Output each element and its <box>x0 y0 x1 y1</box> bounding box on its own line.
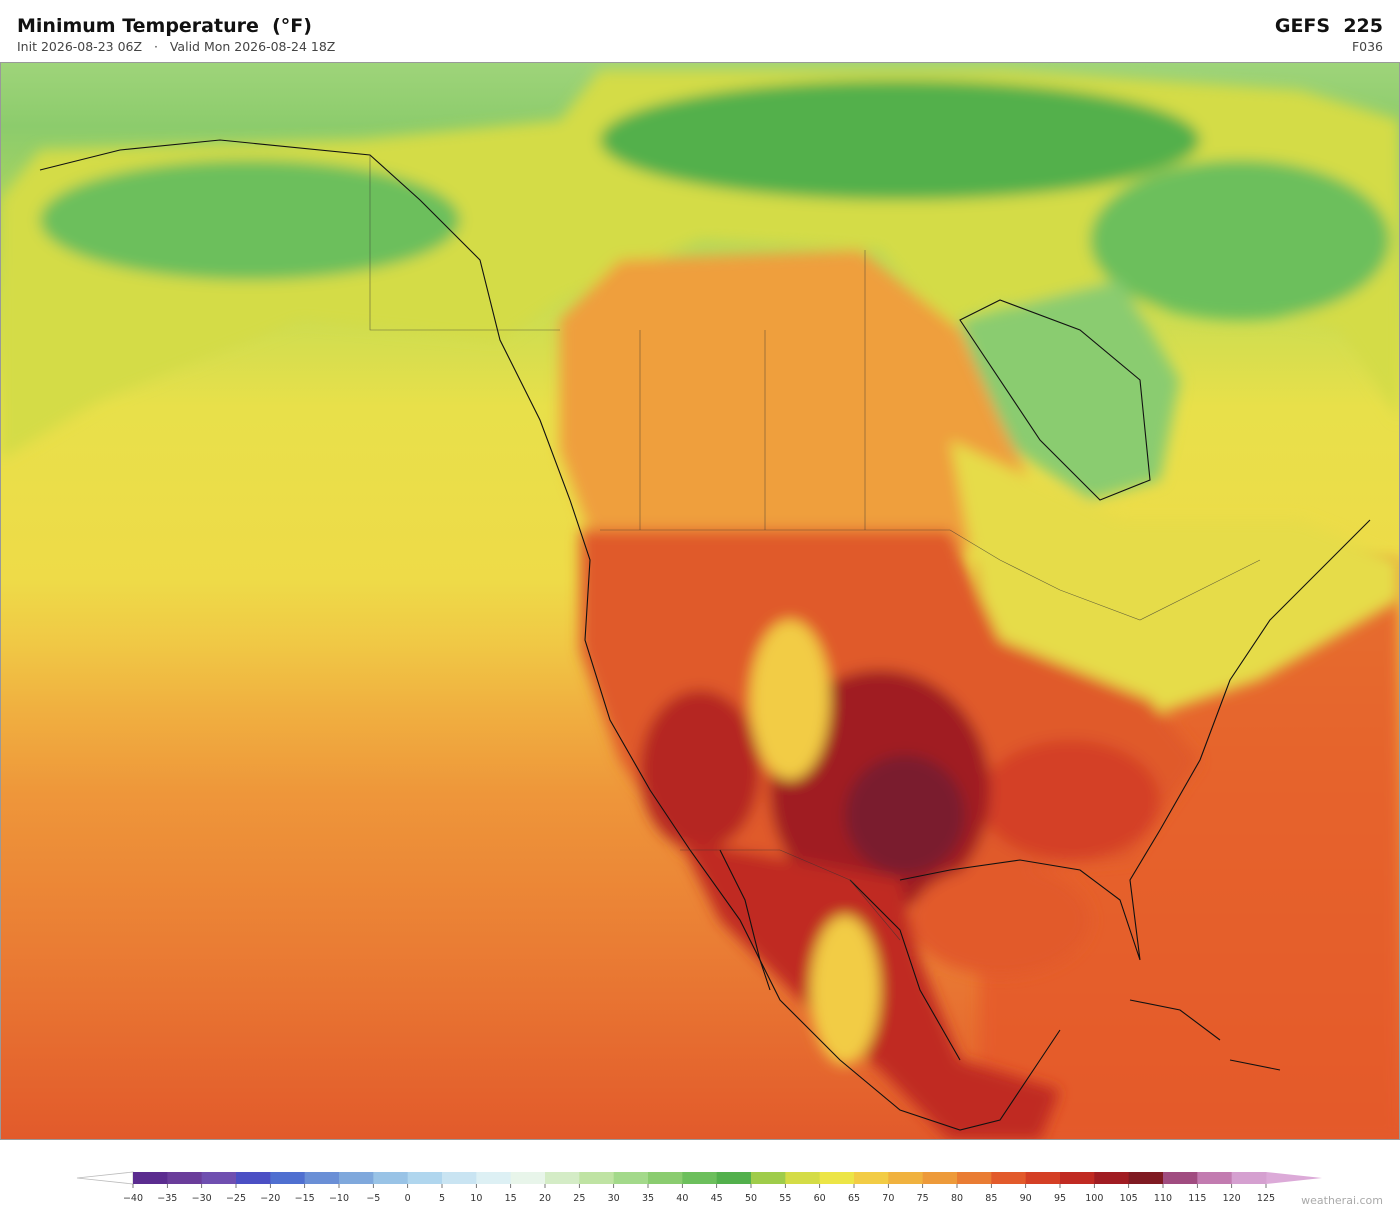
colorbar-swatch <box>613 1172 649 1184</box>
colorbar-swatch <box>201 1172 237 1184</box>
colorbar-tick-label: −20 <box>260 1193 280 1204</box>
colorbar-swatch <box>476 1172 512 1184</box>
colorbar-swatch <box>236 1172 271 1184</box>
colorbar-tick-label: −25 <box>226 1193 246 1204</box>
colorbar-swatch <box>957 1172 992 1184</box>
colorbar-swatch <box>819 1172 855 1184</box>
colorbar-tick-label: 120 <box>1223 1193 1241 1204</box>
colorbar-tick-label: 70 <box>882 1193 894 1204</box>
colorbar-tick-label: −40 <box>123 1193 143 1204</box>
colorbar-tick-label: 30 <box>608 1193 620 1204</box>
colorbar-tick-label: −15 <box>295 1193 315 1204</box>
colorbar-swatch <box>270 1172 306 1184</box>
colorbar-swatch <box>510 1172 546 1184</box>
colorbar-tick-label: 105 <box>1120 1193 1138 1204</box>
colorbar-swatch <box>888 1172 924 1184</box>
colorbar-swatch <box>579 1172 615 1184</box>
colorbar-tick-label: 55 <box>779 1193 791 1204</box>
colorbar-swatch <box>442 1172 477 1184</box>
colorbar-swatch <box>304 1172 340 1184</box>
colorbar-swatch <box>1025 1172 1061 1184</box>
colorbar-swatch <box>1060 1172 1095 1184</box>
colorbar-extend-low <box>76 1171 134 1185</box>
colorbar-swatch <box>1231 1172 1267 1184</box>
colorbar-tick-label: 0 <box>405 1193 411 1204</box>
map-area <box>0 62 1400 1140</box>
colorbar-tick-label: −35 <box>157 1193 177 1204</box>
colorbar-swatch <box>339 1172 374 1184</box>
colorbar-tick-label: 125 <box>1257 1193 1275 1204</box>
colorbar-tick-label: 110 <box>1154 1193 1172 1204</box>
colorbar-tick-label: 25 <box>573 1193 585 1204</box>
colorbar-swatch <box>1163 1172 1198 1184</box>
colorbar-tick-label: 60 <box>814 1193 826 1204</box>
colorbar-swatch <box>133 1172 168 1184</box>
colorbar-swatch <box>1128 1172 1164 1184</box>
forecast-hour: F036 <box>1351 39 1383 54</box>
colorbar-swatch <box>751 1172 786 1184</box>
colorbar-tick-label: 35 <box>642 1193 654 1204</box>
colorbar-swatch <box>991 1172 1027 1184</box>
colorbar-tick-label: 85 <box>985 1193 997 1204</box>
colorbar-tick-label: −30 <box>192 1193 212 1204</box>
colorbar-tick-label: 40 <box>676 1193 688 1204</box>
subtitle: Init 2026-08-23 06Z · Valid Mon 2026-08-… <box>17 39 336 54</box>
colorbar-swatch <box>167 1172 203 1184</box>
colorbar-swatch <box>1094 1172 1130 1184</box>
colorbar-tick-label: 90 <box>1020 1193 1032 1204</box>
colorbar-tick-label: 75 <box>917 1193 929 1204</box>
colorbar-swatch <box>922 1172 958 1184</box>
colorbar-tick-label: 95 <box>1054 1193 1066 1204</box>
colorbar-swatch <box>854 1172 889 1184</box>
colorbar-tick-label: −5 <box>366 1193 380 1204</box>
colorbar-tick-label: 45 <box>711 1193 723 1204</box>
colorbar-swatch <box>785 1172 821 1184</box>
colorbar-tick-label: −10 <box>329 1193 349 1204</box>
colorbar-swatch <box>373 1172 409 1184</box>
colorbar-tick-label: 50 <box>745 1193 757 1204</box>
colorbar-tick-label: 80 <box>951 1193 963 1204</box>
colorbar-swatch <box>648 1172 683 1184</box>
borders <box>369 155 1261 941</box>
colorbar-tick-label: 115 <box>1188 1193 1206 1204</box>
colorbar-tick-label: 65 <box>848 1193 860 1204</box>
title: Minimum Temperature (°F) <box>17 15 312 37</box>
coastlines <box>39 139 1371 1131</box>
colorbar-swatch <box>682 1172 718 1184</box>
colorbar-tick-label: 15 <box>505 1193 517 1204</box>
colorbar-extend-high <box>1266 1172 1322 1184</box>
colorbar: −40 −35 −30 −25 −20 −15 −10 −5 0 5 10 15 20 25 30 35 40 4… <box>76 1171 1322 1204</box>
colorbar-swatch <box>407 1172 443 1184</box>
colorbar-tick-label: 5 <box>439 1193 445 1204</box>
colorbar-tick-label: 20 <box>539 1193 551 1204</box>
watermark: weatherai.com <box>1301 1194 1383 1207</box>
colorbar-swatch <box>1197 1172 1233 1184</box>
colorbar-swatch <box>716 1172 752 1184</box>
colorbar-tick-label: 100 <box>1085 1193 1103 1204</box>
colorbar-tick-label: 10 <box>470 1193 482 1204</box>
land-field <box>0 70 1400 1140</box>
colorbar-swatch <box>545 1172 580 1184</box>
model-label: GEFS 225 <box>1274 15 1383 37</box>
